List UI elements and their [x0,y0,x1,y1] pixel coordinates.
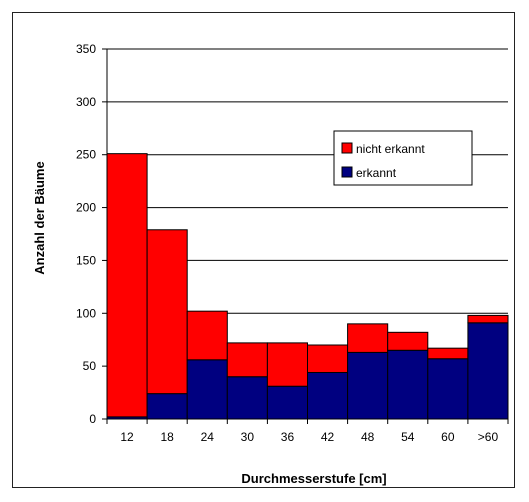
bar-erkannt-6 [347,351,389,420]
bar-nicht-erkannt-8 [427,347,469,360]
x-tick-label: 54 [401,430,415,444]
y-tick-label: 300 [76,95,96,109]
bar-nicht-erkannt-4 [266,342,308,387]
y-tick-label: 0 [89,412,96,426]
y-tick-label: 150 [76,253,96,267]
chart-frame [12,12,515,488]
bar-erkannt-2 [186,359,228,420]
bar-nicht-erkannt-7 [387,331,429,351]
x-tick-label: 30 [241,430,255,444]
x-tick-label: 48 [361,430,375,444]
y-tick-label: 50 [83,359,97,373]
bar-erkannt-3 [226,376,268,420]
x-tick-label: 18 [160,430,174,444]
legend: nicht erkannt erkannt [333,130,473,186]
y-tick-labels: 0 50 100 150 200 250 300 350 [76,42,96,426]
x-tick-label: 24 [201,430,215,444]
bars [106,153,509,420]
x-tick-label: >60 [478,430,499,444]
bar-nicht-erkannt-6 [347,323,389,353]
bar-erkannt-9 [467,322,509,420]
y-tick-label: 250 [76,148,96,162]
bar-nicht-erkannt-3 [226,342,268,378]
axes [102,48,509,424]
x-tick-label: 60 [441,430,455,444]
x-tick-labels: 12 18 24 30 36 42 48 54 60 >60 [120,430,498,444]
bar-erkannt-4 [266,385,308,420]
x-tick-label: 42 [321,430,335,444]
bar-nicht-erkannt-2 [186,310,228,361]
y-tick-label: 200 [76,201,96,215]
legend-label-erkannt: erkannt [356,166,397,180]
x-tick-label: 36 [281,430,295,444]
y-tick-label: 100 [76,306,96,320]
legend-box [333,130,473,186]
bar-nicht-erkannt-9 [467,314,509,324]
x-tick-label: 12 [120,430,134,444]
bar-erkannt-1 [146,393,188,420]
legend-label-nicht-erkannt: nicht erkannt [356,142,425,156]
x-axis-label: Durchmesserstufe [cm] [241,471,386,486]
bar-erkannt-7 [387,349,429,420]
bar-erkannt-5 [307,371,349,420]
bar-nicht-erkannt-1 [146,229,188,395]
legend-swatch-nicht-erkannt [341,142,353,154]
y-axis-label: Anzahl der Bäume [32,161,47,274]
legend-swatch-erkannt [341,166,353,178]
y-tick-label: 350 [76,42,96,56]
bar-erkannt-8 [427,358,469,420]
bar-nicht-erkannt-0 [106,153,148,418]
bar-nicht-erkannt-5 [307,344,349,373]
